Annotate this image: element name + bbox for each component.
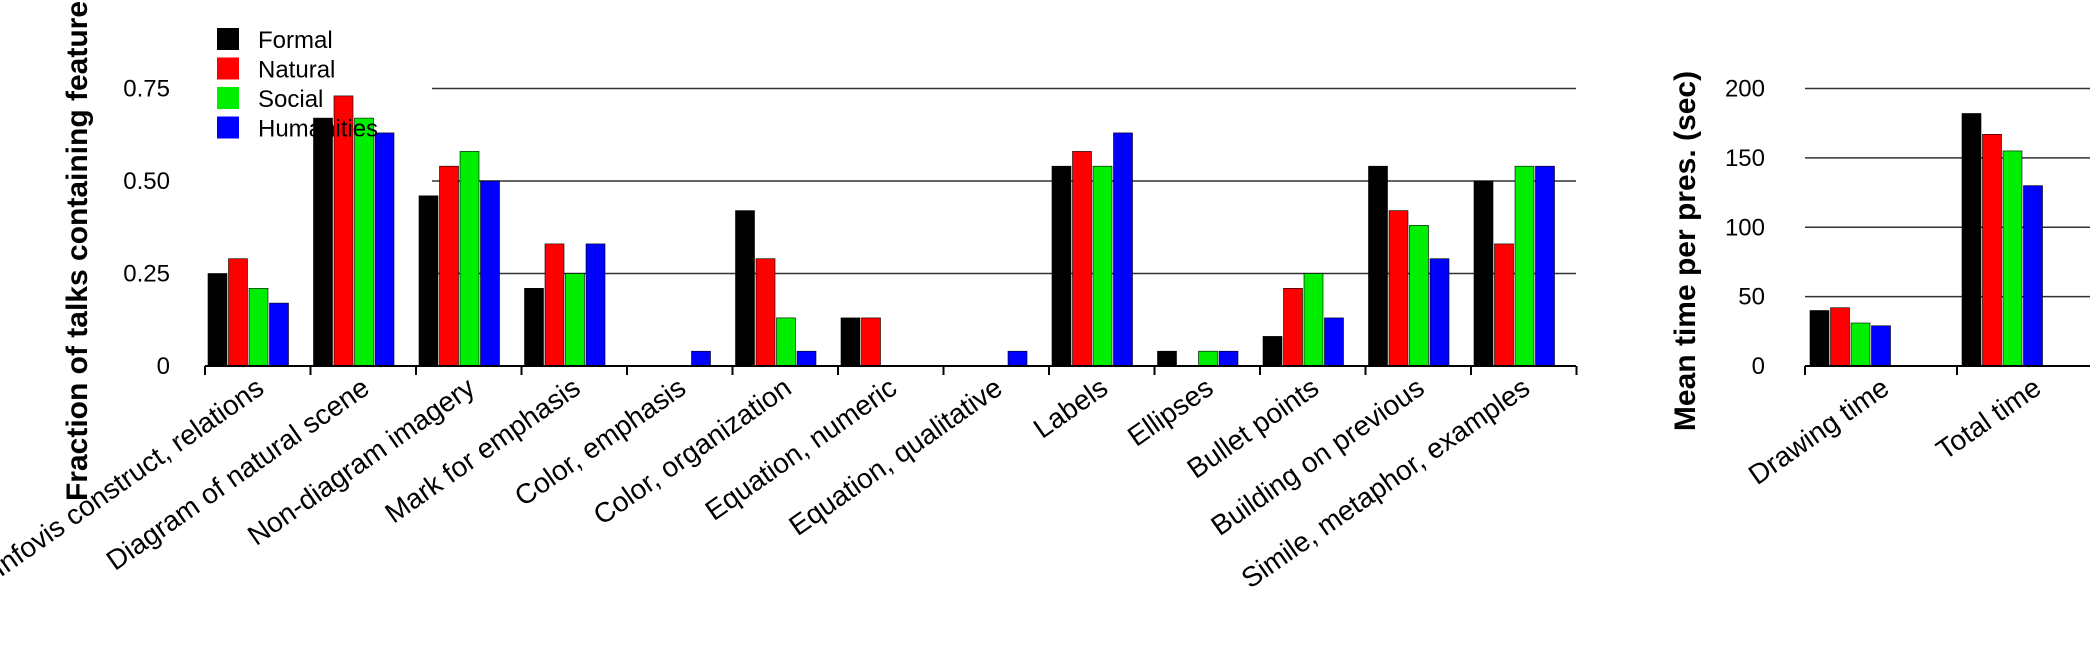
bar-humanities-non-diagram-imagery — [480, 180, 500, 367]
legend-label-formal: Formal — [258, 27, 333, 54]
bar-formal-non-diagram-imagery — [418, 195, 439, 367]
y-tick-label: 0 — [157, 353, 170, 380]
y-tick-label: 100 — [1725, 214, 1765, 241]
bar-natural-simile-metaphor-examples — [1494, 243, 1514, 367]
legend-label-social: Social — [258, 86, 323, 113]
bar-natural-color-organization — [755, 258, 776, 367]
bar-formal-building-on-previous — [1368, 165, 1388, 367]
legend-swatch-humanities — [217, 116, 239, 139]
bar-social-infovis-construct-relations — [248, 287, 269, 367]
bar-natural-labels — [1072, 151, 1092, 367]
bar-humanities-building-on-previous — [1429, 258, 1450, 367]
legend-label-humanities: Humanities — [258, 116, 378, 143]
bar-humanities-ellipses — [1218, 350, 1239, 367]
bar-formal-drawing-time — [1809, 310, 1830, 367]
bar-humanities-color-emphasis — [691, 350, 711, 367]
legend-label-natural: Natural — [258, 57, 335, 84]
y-tick-label: 50 — [1738, 284, 1765, 311]
category-label: Drawing time — [1743, 372, 1895, 491]
legend-swatch-natural — [217, 57, 239, 80]
bar-natural-building-on-previous — [1388, 210, 1409, 367]
bar-natural-non-diagram-imagery — [439, 165, 459, 367]
bar-natural-total-time — [1982, 133, 2002, 367]
bar-formal-total-time — [1961, 113, 1982, 367]
bar-formal-mark-for-emphasis — [524, 287, 544, 367]
bar-social-bullet-points — [1303, 273, 1324, 367]
y-tick-label: 0 — [1752, 353, 1765, 380]
bar-humanities-mark-for-emphasis — [585, 243, 606, 367]
bar-humanities-infovis-construct-relations — [269, 302, 289, 367]
bar-social-total-time — [2002, 150, 2023, 367]
legend-swatch-formal — [217, 28, 239, 50]
bar-humanities-diagram-of-natural-scene — [374, 132, 395, 367]
bar-social-drawing-time — [1850, 322, 1871, 367]
bar-natural-infovis-construct-relations — [228, 258, 248, 367]
bar-humanities-drawing-time — [1871, 325, 1891, 367]
mean-time-chart: 0 50 100 150 200 Drawing time Total time Mean t… — [1669, 71, 2090, 491]
y-tick-label: 200 — [1725, 76, 1765, 103]
bar-formal-infovis-construct-relations — [207, 273, 228, 367]
legend-swatch-social — [217, 87, 239, 109]
y-axis-title: Fraction of talks containing feature — [61, 1, 94, 501]
bar-formal-labels — [1051, 165, 1072, 367]
bar-formal-equation-numeric — [840, 317, 861, 367]
y-tick-label: 150 — [1725, 145, 1765, 172]
bar-social-mark-for-emphasis — [565, 273, 585, 367]
bar-humanities-equation-qualitative — [1007, 350, 1028, 367]
bar-natural-drawing-time — [1830, 307, 1850, 367]
bar-social-non-diagram-imagery — [459, 151, 480, 367]
bar-social-simile-metaphor-examples — [1514, 165, 1535, 367]
category-label: Ellipses — [1122, 372, 1219, 453]
category-label: Mark for emphasis — [379, 372, 585, 529]
bar-humanities-simile-metaphor-examples — [1535, 165, 1555, 367]
bar-humanities-total-time — [2023, 185, 2043, 367]
bar-formal-diagram-of-natural-scene — [313, 117, 333, 367]
bar-formal-color-organization — [735, 210, 755, 367]
bar-formal-bullet-points — [1262, 336, 1283, 367]
y-tick-label: 0.50 — [123, 168, 170, 195]
bar-humanities-labels — [1113, 132, 1133, 367]
bar-social-color-organization — [776, 317, 796, 367]
bar-social-labels — [1092, 165, 1113, 367]
bar-social-building-on-previous — [1409, 225, 1429, 367]
bar-formal-ellipses — [1157, 350, 1177, 367]
y-tick-label: 0.75 — [123, 76, 170, 103]
category-label: Labels — [1028, 372, 1113, 445]
category-label: Total time — [1931, 372, 2047, 466]
bar-formal-simile-metaphor-examples — [1473, 180, 1494, 367]
category-label: Color, organization — [588, 372, 797, 531]
bar-natural-equation-numeric — [861, 317, 881, 367]
bar-natural-bullet-points — [1283, 287, 1303, 367]
bar-social-ellipses — [1198, 350, 1218, 367]
bar-humanities-color-organization — [796, 350, 817, 367]
y-tick-label: 0.25 — [123, 261, 170, 288]
y-axis-title: Mean time per pres. (sec) — [1669, 71, 1702, 431]
bar-humanities-bullet-points — [1324, 317, 1344, 367]
bar-natural-mark-for-emphasis — [544, 243, 565, 367]
bar-social-diagram-of-natural-scene — [354, 117, 374, 367]
